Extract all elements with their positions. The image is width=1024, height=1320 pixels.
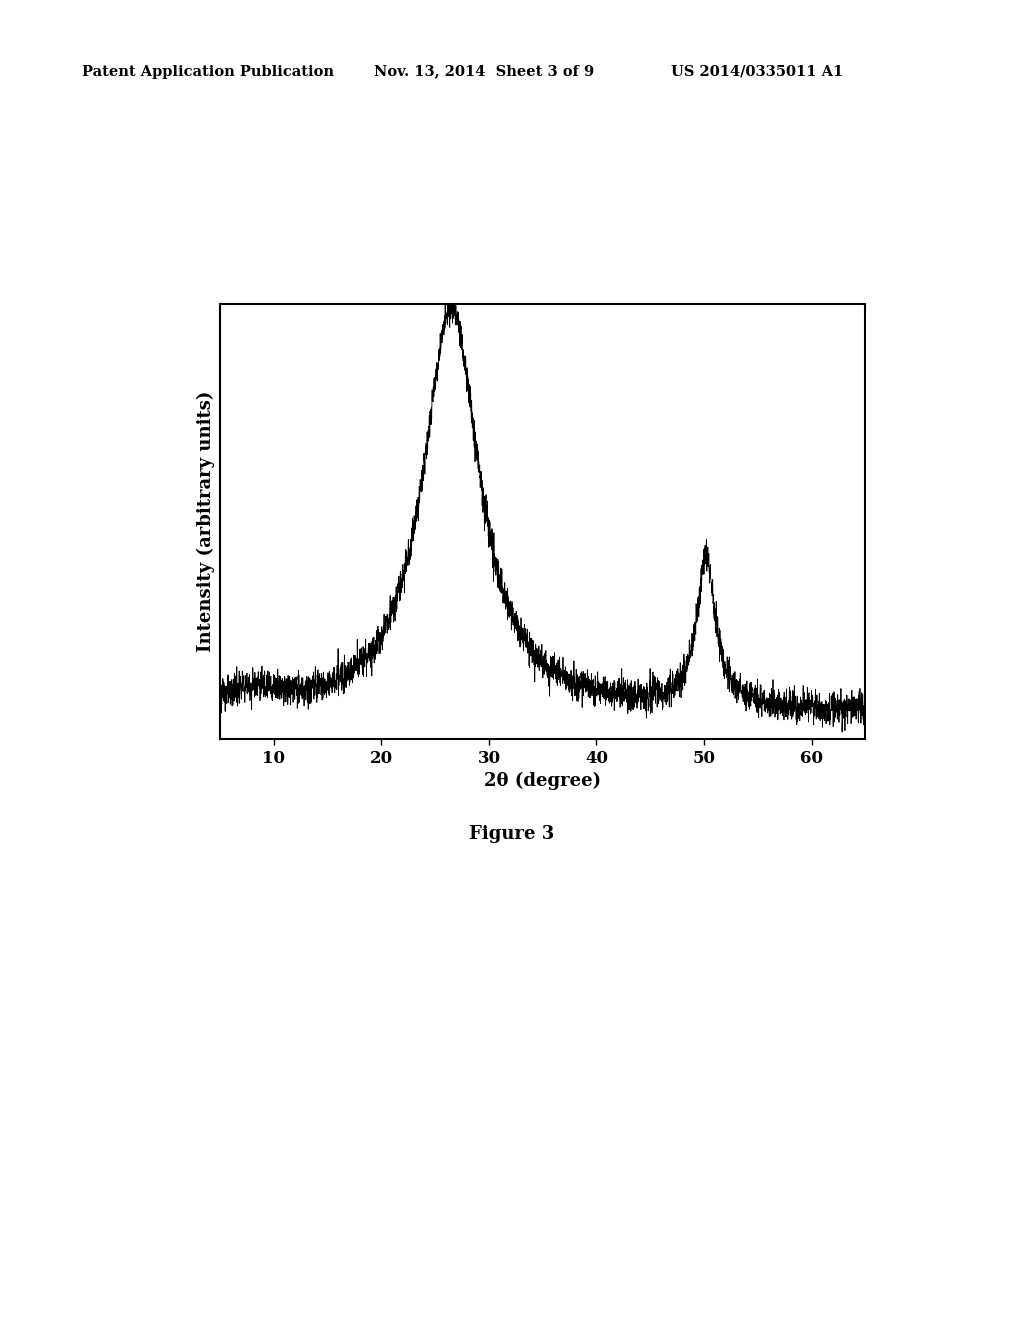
Text: Patent Application Publication: Patent Application Publication <box>82 65 334 79</box>
Text: Nov. 13, 2014  Sheet 3 of 9: Nov. 13, 2014 Sheet 3 of 9 <box>374 65 594 79</box>
Text: US 2014/0335011 A1: US 2014/0335011 A1 <box>671 65 843 79</box>
Y-axis label: Intensity (arbitrary units): Intensity (arbitrary units) <box>197 391 215 652</box>
X-axis label: 2θ (degree): 2θ (degree) <box>484 772 601 791</box>
Text: Figure 3: Figure 3 <box>469 825 555 843</box>
